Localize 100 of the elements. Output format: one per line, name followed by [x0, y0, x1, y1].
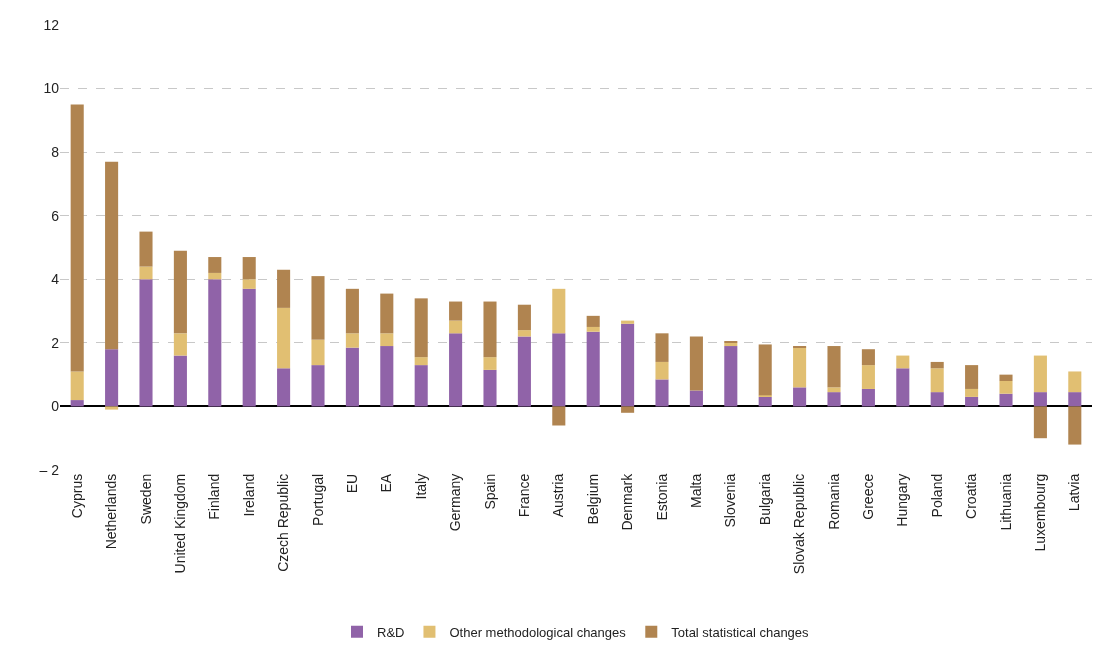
bar [896, 355, 910, 369]
bar [827, 387, 841, 393]
x-tick-label: Luxembourg [1031, 473, 1048, 552]
bar [208, 279, 222, 407]
x-tick-label: France [515, 473, 532, 518]
bar [449, 301, 463, 321]
bar [105, 349, 119, 407]
bar [621, 320, 635, 324]
bar [242, 257, 256, 280]
bar [208, 257, 222, 273]
bar [930, 392, 944, 407]
bar [586, 315, 600, 327]
bar [655, 361, 669, 380]
bar [483, 369, 497, 407]
bar [483, 301, 497, 358]
bar [793, 387, 807, 407]
bar [965, 365, 979, 389]
x-tick-label: Italy [412, 473, 429, 500]
x-tick-label: Belgium [584, 473, 601, 525]
bar [999, 374, 1013, 381]
bar [277, 307, 291, 369]
x-tick-label: EA [378, 473, 395, 493]
bar [724, 346, 738, 407]
bar [965, 388, 979, 397]
x-tick-label: Slovak Republic [791, 473, 808, 575]
x-tick-label: Netherlands [103, 473, 120, 550]
bar [277, 269, 291, 308]
x-tick-label: Ireland [240, 473, 257, 517]
legend-label: Other methodological changes [449, 624, 627, 640]
bar [517, 336, 531, 407]
bar [999, 393, 1013, 407]
x-tick-label: United Kingdom [171, 473, 188, 574]
bar [517, 304, 531, 331]
bar [793, 347, 807, 388]
bar [414, 357, 428, 366]
bar [517, 330, 531, 337]
bar [552, 406, 566, 426]
bar [208, 272, 222, 280]
x-tick-label: Sweden [137, 473, 154, 525]
bar [552, 333, 566, 407]
bar [345, 347, 359, 407]
bar [965, 396, 979, 407]
bar [655, 333, 669, 362]
y-tick-label: 6 [51, 207, 60, 224]
bar [689, 336, 703, 391]
bar [827, 392, 841, 407]
bar [930, 361, 944, 369]
x-tick-label: Portugal [309, 473, 326, 526]
bar [311, 339, 325, 366]
bar [1033, 406, 1047, 439]
bar [724, 342, 738, 347]
y-tick-label: 12 [43, 16, 60, 33]
bar [827, 346, 841, 388]
bar [621, 323, 635, 407]
bar [414, 365, 428, 407]
bar [311, 276, 325, 340]
y-tick-label: 2 [51, 334, 60, 351]
bar [449, 320, 463, 334]
bar [1033, 355, 1047, 393]
bar [345, 333, 359, 348]
x-tick-label: Greece [859, 473, 876, 520]
bar [139, 231, 153, 267]
x-tick-label: Spain [481, 473, 498, 510]
y-tick-label: 0 [51, 398, 60, 415]
bar [758, 396, 772, 407]
bar [1033, 392, 1047, 407]
bar [586, 326, 600, 332]
bar [70, 371, 84, 401]
bar [483, 357, 497, 370]
bar [861, 388, 875, 407]
bar [380, 333, 394, 347]
bar [758, 344, 772, 396]
x-tick-label: Poland [928, 473, 945, 518]
bar [930, 368, 944, 393]
legend-label: Total statistical changes [671, 624, 810, 640]
x-tick-label: Croatia [963, 473, 980, 519]
bar [311, 365, 325, 407]
bar [173, 250, 187, 334]
x-tick-label: Austria [550, 473, 567, 518]
bar [586, 331, 600, 407]
bar [1068, 371, 1082, 393]
bar [861, 349, 875, 366]
x-tick-label: Bulgaria [756, 473, 773, 526]
bar [105, 161, 119, 350]
bar [552, 288, 566, 334]
y-tick-label: – 2 [39, 461, 60, 478]
bar [655, 379, 669, 407]
bar [380, 293, 394, 334]
x-tick-label: Slovenia [722, 473, 739, 528]
bar [896, 368, 910, 407]
bar [139, 279, 153, 407]
bar [105, 406, 119, 410]
x-tick-label: Romania [825, 473, 842, 530]
y-tick-label: 10 [43, 80, 60, 97]
bar [1068, 392, 1082, 407]
bar [277, 368, 291, 407]
x-tick-label: Germany [447, 473, 464, 532]
x-tick-label: Lithuania [997, 473, 1014, 531]
x-tick-label: Malta [687, 473, 704, 509]
bar [449, 333, 463, 407]
